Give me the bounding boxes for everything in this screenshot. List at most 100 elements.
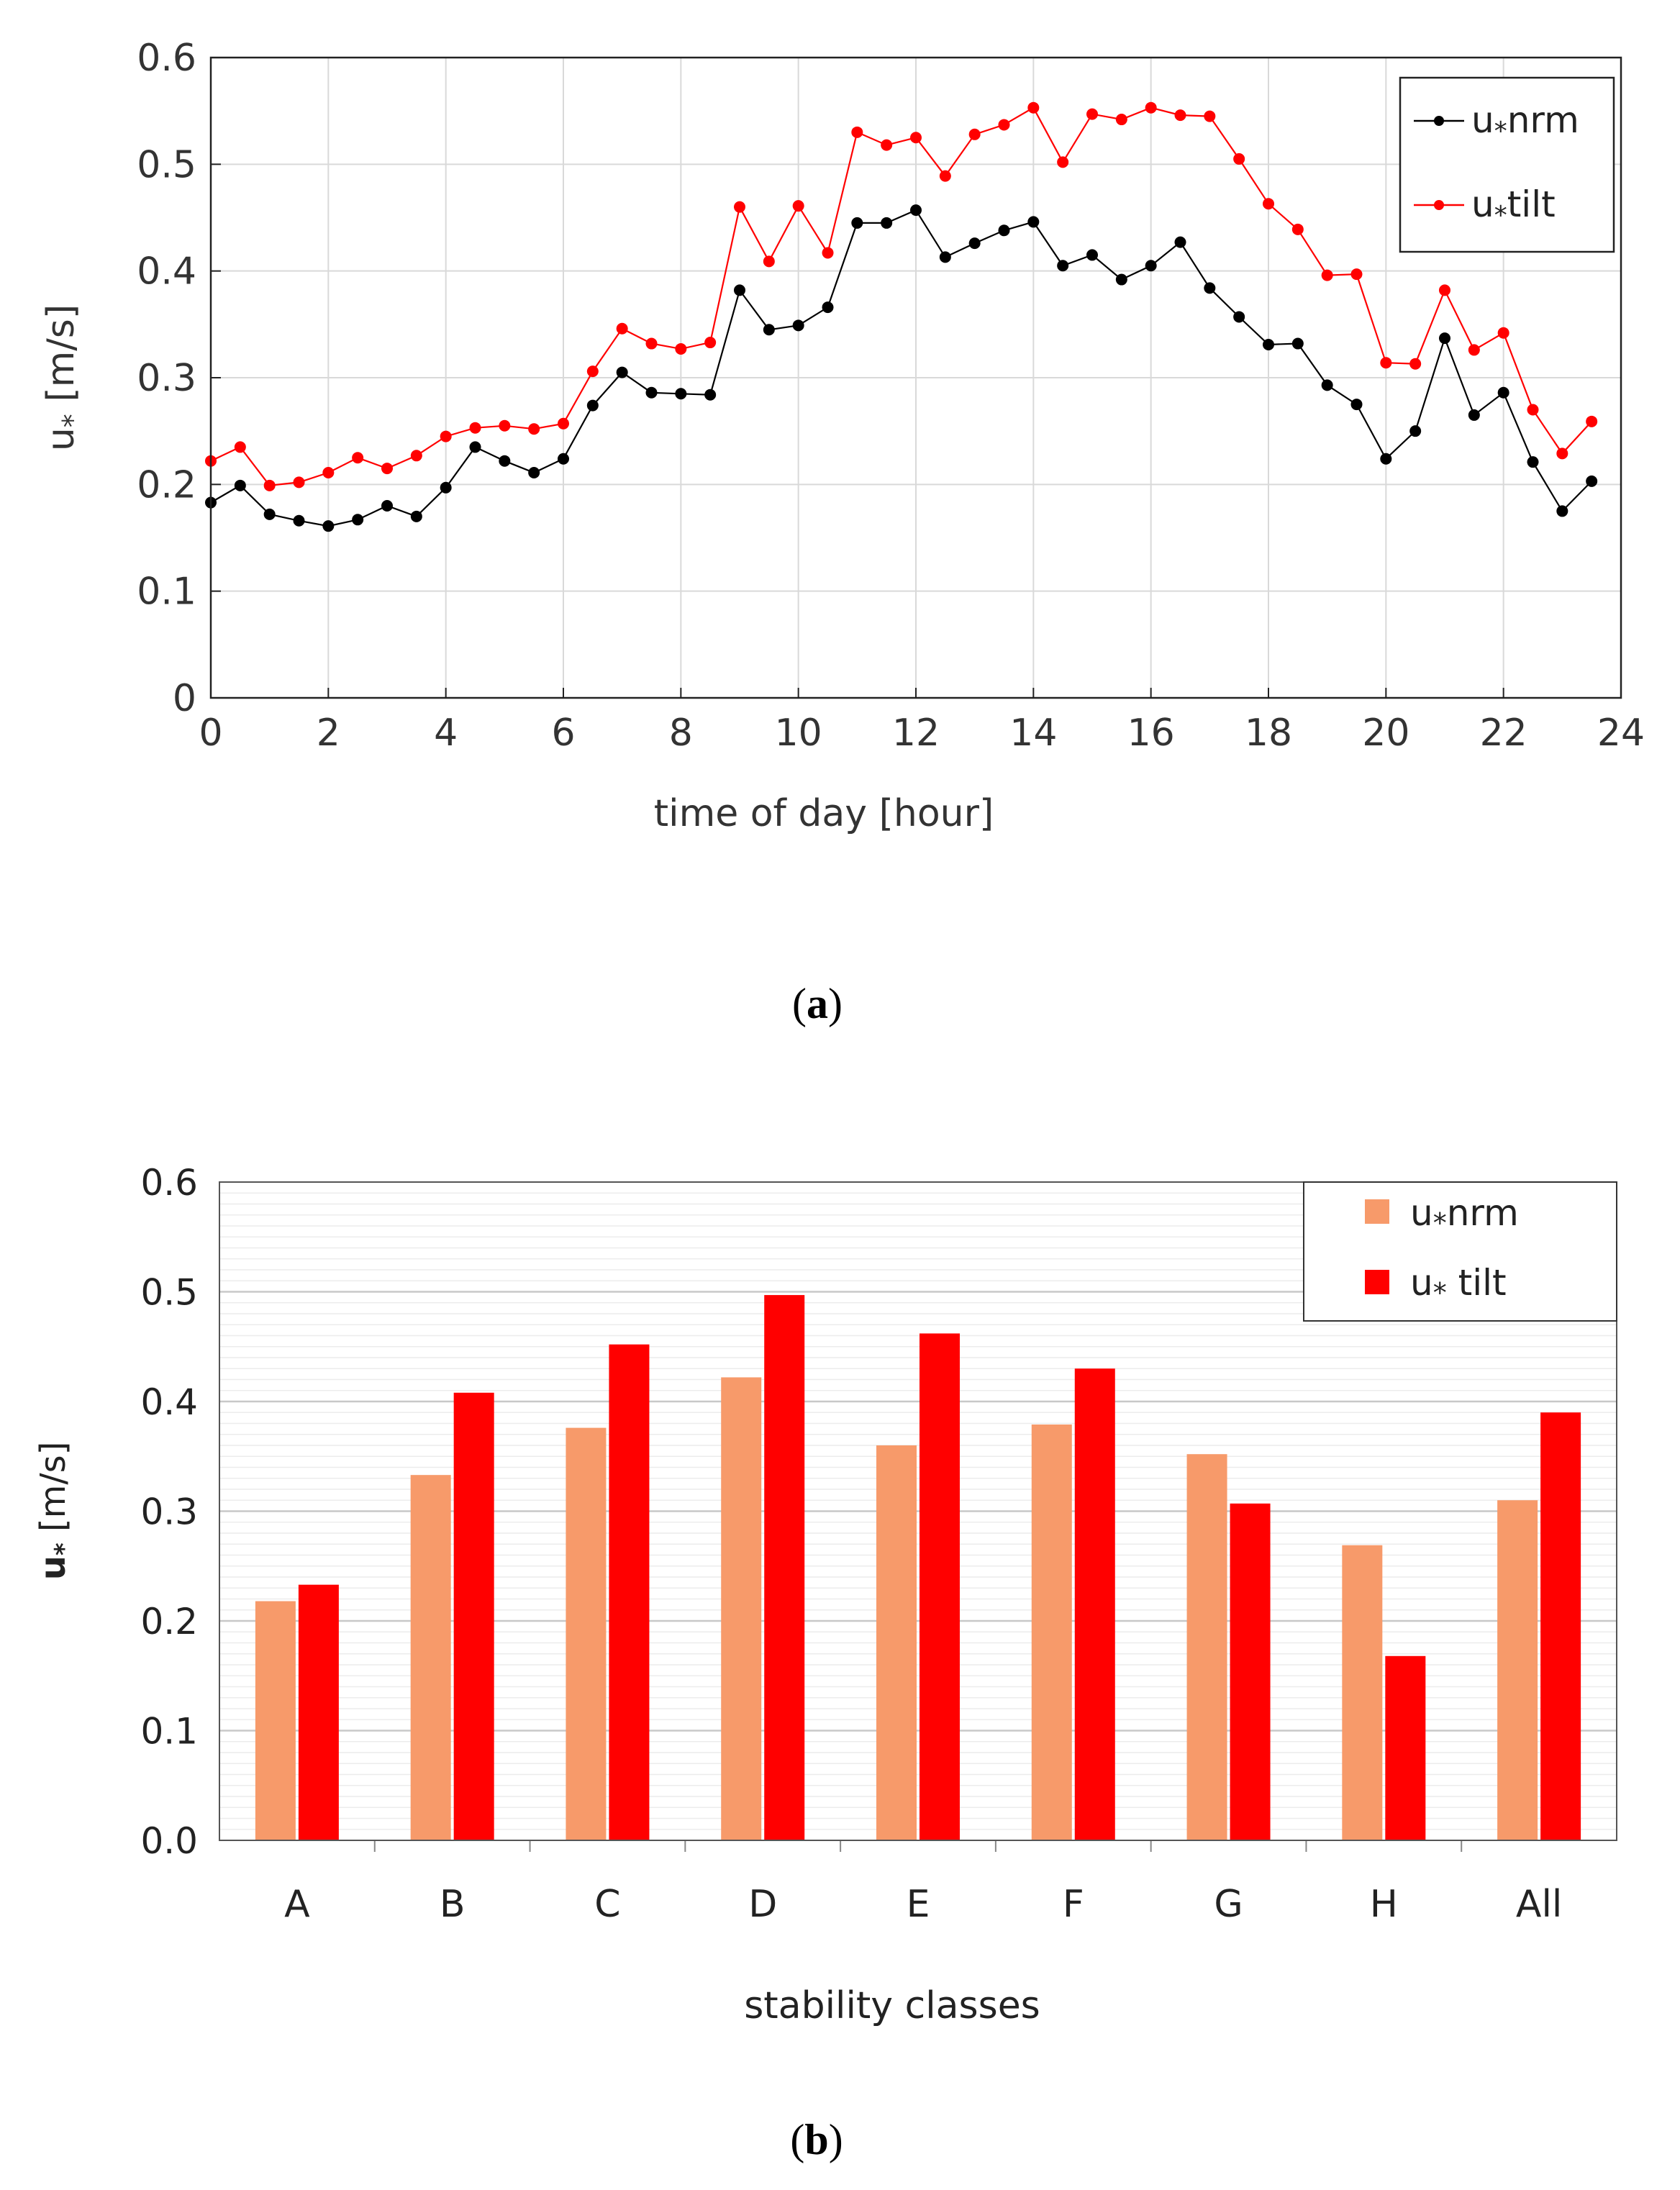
chart-a-point-nrm	[734, 284, 745, 296]
chart-a-point-tilt	[910, 132, 922, 144]
chart-a-x-tick-label: 4	[434, 712, 458, 755]
chart-a-caption: (a)	[792, 980, 843, 1027]
chart-a-point-nrm	[528, 467, 540, 479]
chart-b-legend-label-nrm: u*nrm	[1410, 1192, 1519, 1239]
chart-a-point-nrm	[322, 520, 335, 532]
chart-a-point-tilt	[1027, 101, 1040, 114]
chart-a-point-nrm	[440, 481, 452, 494]
chart-a-point-tilt	[1380, 357, 1392, 369]
chart-a-point-tilt	[998, 119, 1010, 131]
chart-a-point-tilt	[939, 170, 951, 182]
chart-a-point-nrm	[968, 237, 981, 250]
chart-a-y-tick-label: 0.5	[137, 143, 196, 186]
chart-a-point-tilt	[381, 463, 393, 475]
chart-b-bar-tilt	[609, 1344, 650, 1840]
chart-a-point-nrm	[1204, 282, 1216, 294]
chart-a-y-tick-label: 0.2	[137, 463, 196, 506]
chart-a-series-lines	[210, 106, 1593, 527]
chart-a-y-tick-label: 0.6	[137, 37, 196, 80]
chart-a-point-tilt	[1556, 447, 1568, 460]
chart-b-y-axis-label: u* [m/s]	[33, 1442, 78, 1581]
chart-a-y-label-sub: *	[57, 414, 88, 427]
chart-b-bar-nrm	[721, 1377, 762, 1840]
chart-b-x-tick-label: D	[748, 1883, 777, 1926]
chart-a-line-tilt	[210, 106, 1593, 486]
chart-a-point-nrm	[234, 479, 246, 491]
chart-a-plot-frame	[209, 56, 1622, 699]
chart-b-y-tick-label: 0.6	[140, 1162, 198, 1204]
chart-a-point-tilt	[234, 441, 246, 453]
chart-b-bar-nrm	[566, 1427, 607, 1840]
chart-b-legend-box	[1303, 1181, 1617, 1322]
chart-b-legend: u*nrm u* tilt	[1303, 1181, 1617, 1322]
svg-text:u* [m/s]: u* [m/s]	[33, 1442, 78, 1581]
chart-a-point-tilt	[1291, 223, 1304, 235]
chart-b-bar-tilt	[453, 1392, 494, 1840]
chart-b-bar-tilt	[920, 1333, 960, 1840]
chart-b-y-tick-label: 0.3	[140, 1491, 198, 1533]
chart-b-y-tick-label: 0.2	[140, 1601, 198, 1642]
chart-b-legend-swatch-nrm	[1365, 1199, 1389, 1224]
chart-a-x-tick-label: 20	[1362, 712, 1409, 755]
chart-a-point-nrm	[1027, 216, 1040, 228]
chart-a-point-nrm	[1527, 456, 1539, 468]
chart-a-legend-label-tilt: u*tilt	[1471, 183, 1556, 230]
chart-a-x-tick-label: 8	[669, 712, 693, 755]
chart-b-bar-nrm	[1031, 1425, 1072, 1840]
chart-b-legend-swatch-tilt	[1365, 1270, 1389, 1294]
chart-a-point-nrm	[1291, 337, 1304, 350]
chart-b-bar-tilt	[298, 1584, 339, 1840]
chart-a-point-tilt	[1057, 156, 1069, 168]
chart-a-point-nrm	[645, 386, 658, 399]
chart-a-point-tilt	[792, 200, 804, 212]
chart-a-point-tilt	[822, 247, 834, 259]
chart-a-point-tilt	[322, 467, 335, 479]
chart-a-point-tilt	[675, 342, 687, 355]
chart-b: 0.0 0.1 0.2 0.3 0.4 0.5 0.6 A B C D E F G H All stabil…	[33, 1162, 1617, 2163]
chart-b-y-tick-label: 0.5	[140, 1272, 198, 1314]
chart-a-point-tilt	[586, 365, 599, 378]
chart-a-point-nrm	[939, 251, 951, 263]
chart-b-gridlines	[219, 1291, 1617, 1852]
chart-a-point-nrm	[675, 388, 687, 400]
chart-b-x-tick-label: A	[284, 1883, 310, 1926]
chart-a-point-nrm	[1145, 260, 1157, 272]
chart-a-x-tick-label: 6	[551, 712, 575, 755]
chart-a-y-tick-label: 0.1	[137, 571, 196, 614]
chart-b-y-label-unit: [m/s]	[33, 1442, 73, 1532]
chart-a-legend-label-nrm: u*nrm	[1471, 99, 1579, 146]
chart-a-point-tilt	[881, 139, 893, 151]
chart-a-point-tilt	[1174, 109, 1186, 122]
chart-b-bar-tilt	[1074, 1368, 1115, 1840]
chart-b-bars	[255, 1295, 1581, 1840]
chart-a-point-nrm	[1115, 273, 1127, 286]
chart-a: 00.10.20.30.40.50.6 0 2 4 6 8 10 12 14 16 18 20 22 2…	[40, 37, 1645, 1027]
chart-a-point-nrm	[1350, 399, 1363, 411]
chart-a-point-nrm	[1556, 505, 1568, 517]
chart-a-point-tilt	[1468, 344, 1480, 356]
chart-a-point-nrm	[352, 514, 364, 526]
chart-a-point-nrm	[1086, 249, 1098, 261]
chart-a-y-tick-labels: 0 0.1 0.2 0.3 0.4 0.5 0.6	[137, 37, 196, 720]
chart-a-y-tick-label: 0	[173, 677, 196, 720]
chart-b-x-tick-label: H	[1370, 1883, 1398, 1926]
chart-a-y-label-base: u	[40, 427, 83, 451]
chart-b-legend-label-tilt: u* tilt	[1410, 1262, 1507, 1309]
chart-a-point-nrm	[469, 441, 481, 453]
chart-a-point-tilt	[1204, 110, 1216, 122]
chart-a-point-tilt	[645, 337, 658, 350]
chart-a-point-nrm	[1233, 311, 1245, 323]
chart-a-point-tilt	[469, 422, 481, 434]
chart-a-points	[205, 101, 1598, 532]
chart-b-bar-tilt	[1230, 1503, 1271, 1840]
chart-a-point-nrm	[998, 224, 1010, 237]
chart-a-line-nrm	[210, 209, 1592, 527]
chart-a-point-nrm	[558, 453, 569, 465]
chart-a-point-nrm	[1439, 332, 1450, 345]
chart-a-x-tick-label: 14	[1009, 712, 1057, 755]
chart-a-point-nrm	[792, 319, 804, 332]
chart-a-point-nrm	[881, 217, 893, 229]
chart-a-x-tick-label: 18	[1245, 712, 1292, 755]
chart-a-point-nrm	[263, 508, 276, 520]
